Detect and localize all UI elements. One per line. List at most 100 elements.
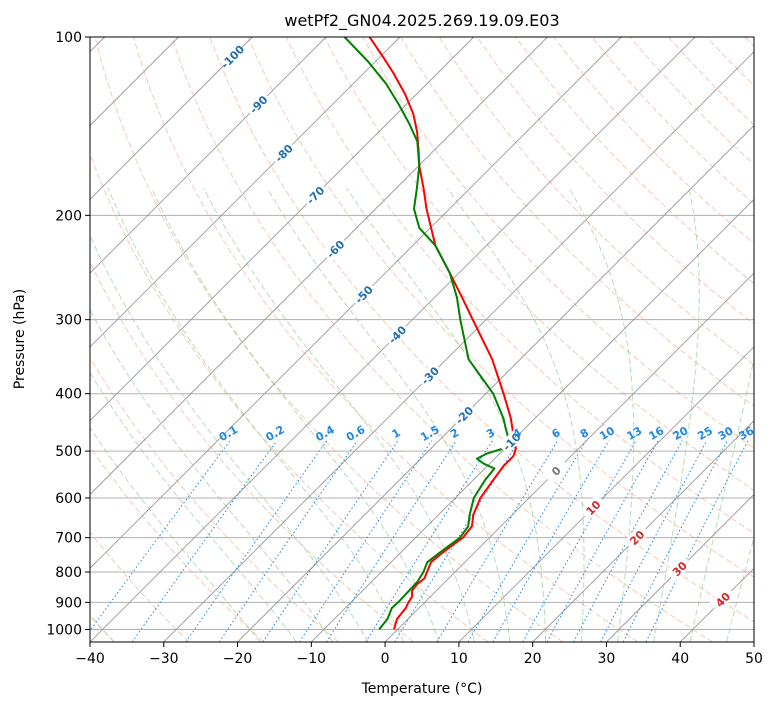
moist-adiabat-line: [90, 426, 261, 642]
x-axis: −40 −30 −20 −10 0 10 20 30 40 50: [75, 642, 763, 667]
mixing-ratio-lines-group: [90, 440, 749, 642]
moist-adiabat-line: [726, 535, 754, 642]
moist-adiabat-line: [203, 187, 475, 642]
mixing-ratio-line: [436, 440, 559, 642]
mixing-ratio-line: [218, 440, 358, 642]
mixing-ratio-line: [262, 440, 399, 642]
mixing-ratio-line: [365, 440, 493, 642]
y-axis: 1000 900 800 700 600 500 400 300 200 100: [46, 30, 90, 638]
moist-adiabat-line: [346, 187, 547, 642]
isotherm-line: [384, 272, 754, 642]
plot-area: [90, 37, 754, 642]
moist-adiabat-line: [90, 371, 297, 642]
isotherm-line: [311, 198, 754, 642]
mixing-ratio-line: [90, 440, 231, 632]
dry-adiabat-line: [90, 356, 339, 642]
isotherm-label-bg: [321, 235, 349, 262]
y-tick-label: 500: [55, 444, 82, 460]
mixing-ratio-line: [467, 440, 587, 642]
isotherm-line: [90, 37, 622, 569]
x-tick-label: 10: [450, 651, 468, 667]
moist-adiabat-line: [689, 356, 754, 642]
isobars-group: [90, 37, 754, 630]
dry-adiabat-line: [90, 152, 489, 642]
isotherm-label-bg: [219, 43, 246, 70]
isotherm-line: [458, 346, 754, 642]
y-tick-label: 600: [55, 491, 82, 507]
isotherm-label-bg: [623, 524, 650, 551]
isotherm-label-bg: [542, 457, 569, 484]
dry-adiabat-line: [90, 446, 265, 642]
dry-adiabat-line: [132, 37, 639, 642]
x-tick-label: 30: [598, 651, 616, 667]
mixing-ratio-line: [492, 440, 610, 642]
isotherm-line: [606, 493, 754, 642]
y-tick-label: 400: [55, 387, 82, 403]
chart-title: wetPf2_GN04.2025.269.19.09.E03: [284, 11, 559, 31]
mixing-ratio-line: [546, 440, 659, 642]
dry-adiabat-line: [209, 37, 754, 623]
x-tick-label: 20: [524, 651, 542, 667]
y-tick-label: 900: [55, 595, 82, 611]
y-axis-title: Pressure (hPa): [12, 289, 28, 389]
isotherm-label-bg: [350, 281, 377, 308]
y-tick-label: 300: [55, 313, 82, 329]
moist-adiabat-line: [446, 187, 585, 642]
dry-adiabat-line: [400, 37, 754, 407]
isotherm-line: [90, 37, 474, 422]
mixing-ratio-line: [573, 440, 683, 642]
dry-adiabat-line: [247, 37, 754, 578]
dry-adiabat-line: [90, 531, 190, 642]
isotherm-label-bg: [709, 586, 736, 613]
moist-adiabat-line: [90, 308, 333, 642]
isotherm-label-bg: [270, 139, 297, 166]
isotherm-label-bg: [498, 428, 525, 455]
x-tick-label: 40: [671, 651, 689, 667]
moist-adiabat-line: [266, 187, 511, 642]
mixing-ratio-line: [522, 440, 637, 642]
isotherm-label-bg: [301, 181, 329, 209]
isotherm-label-bg: [579, 494, 606, 521]
mixing-ratio-line: [185, 440, 328, 642]
mixing-ratio-line: [645, 440, 749, 642]
mixing-ratio-line: [299, 440, 433, 642]
y-tick-label: 200: [55, 208, 82, 224]
dry-adiabat-line: [171, 37, 713, 642]
moist-adiabat-line: [107, 188, 405, 642]
y-tick-label: 800: [55, 565, 82, 581]
isotherm-label-bg: [416, 362, 443, 389]
dry-adiabat-line: [362, 37, 754, 449]
dry-adiabat-line: [94, 37, 564, 642]
isotherm-line: [163, 51, 754, 642]
moist-adiabats-group: [90, 187, 754, 642]
isotherm-label-bg: [666, 555, 693, 582]
moist-adiabat-line: [568, 187, 635, 642]
x-tick-label: −30: [149, 651, 179, 667]
moist-adiabat-line: [653, 188, 700, 642]
moist-adiabat-line: [151, 187, 440, 642]
x-tick-label: −40: [75, 651, 105, 667]
x-axis-title: Temperature (°C): [361, 681, 483, 697]
y-tick-label: 100: [55, 30, 82, 46]
dry-adiabat-line: [476, 37, 754, 325]
isotherm-line: [90, 37, 548, 496]
isotherm-label-bg: [450, 401, 478, 429]
isotherm-line: [90, 37, 327, 274]
dry-adiabat-line: [515, 37, 754, 285]
x-tick-label: 50: [745, 651, 763, 667]
y-tick-label: 700: [55, 531, 82, 547]
mixing-ratio-line: [394, 440, 520, 642]
plot-frame: [89, 36, 755, 643]
isotherm-label-bg: [245, 91, 272, 118]
y-tick-label: 1000: [46, 622, 82, 638]
x-tick-label: −20: [223, 651, 253, 667]
isotherm-line: [90, 37, 253, 200]
isotherm-label-bg: [383, 321, 411, 348]
x-tick-label: −10: [297, 651, 327, 667]
mixing-ratio-line: [131, 440, 278, 642]
isotherm-line: [237, 124, 754, 642]
x-tick-label: 0: [381, 651, 390, 667]
isotherm-line: [90, 37, 401, 348]
mixing-ratio-line: [325, 440, 457, 642]
